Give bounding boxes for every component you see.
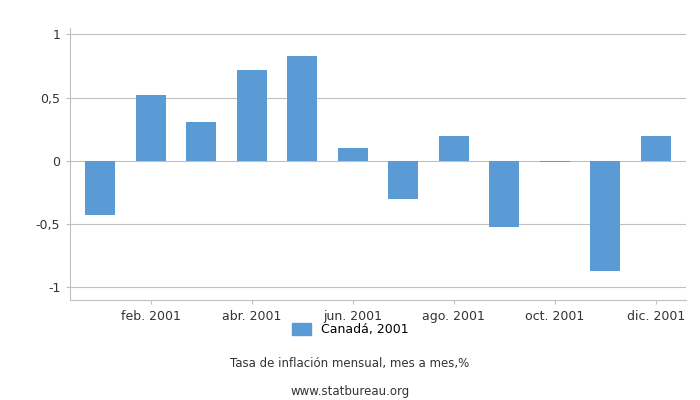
Bar xyxy=(287,56,317,161)
Bar xyxy=(85,161,116,215)
Text: Tasa de inflación mensual, mes a mes,%: Tasa de inflación mensual, mes a mes,% xyxy=(230,358,470,370)
Bar xyxy=(439,136,469,161)
Bar xyxy=(186,122,216,161)
Bar xyxy=(136,95,166,161)
Bar xyxy=(590,161,620,271)
Bar xyxy=(337,148,368,161)
Bar xyxy=(237,70,267,161)
Bar xyxy=(489,161,519,227)
Legend: Canadá, 2001: Canadá, 2001 xyxy=(287,318,413,341)
Bar xyxy=(640,136,671,161)
Bar xyxy=(388,161,419,199)
Text: www.statbureau.org: www.statbureau.org xyxy=(290,386,410,398)
Bar xyxy=(540,161,570,162)
